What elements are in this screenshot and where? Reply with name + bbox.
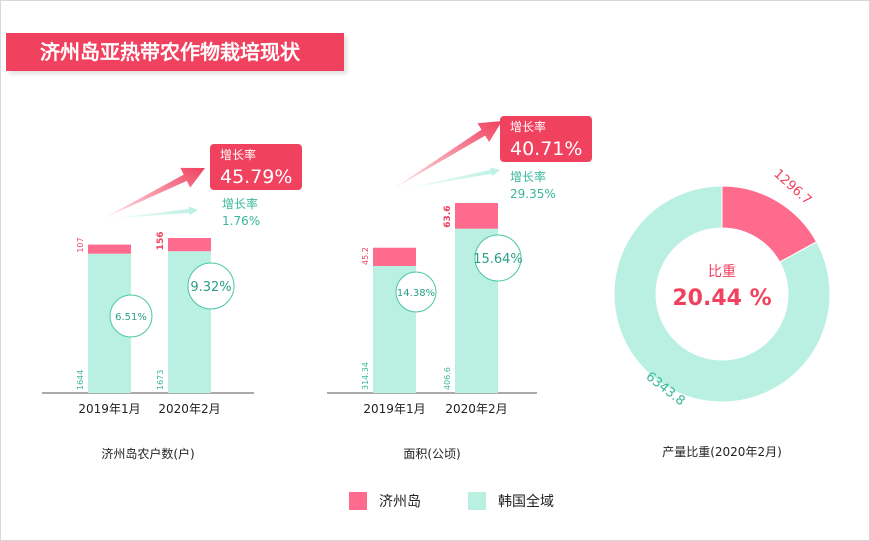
bar-jeju [168, 238, 211, 252]
growth-arrow-korea [398, 167, 500, 190]
bar-label-korea: 314.34 [361, 362, 370, 390]
bar-label-jeju: 156 [156, 231, 166, 250]
growth-box-jeju [210, 144, 302, 190]
category-label: 2020年2月 [445, 402, 507, 416]
growth-title-jeju: 增长率 [510, 119, 546, 134]
growth-title-jeju: 增长率 [220, 147, 256, 162]
share-label: 15.64% [473, 252, 523, 267]
share-circle [187, 262, 235, 310]
donut-center-title: 比重 [708, 264, 736, 280]
bar-jeju [88, 244, 131, 254]
growth-value-jeju: 40.71% [510, 138, 582, 160]
growth-title-korea: 增长率 [510, 169, 546, 184]
growth-arrow-jeju [104, 167, 205, 218]
growth-arrow-korea [106, 206, 198, 219]
growth-box-jeju [500, 116, 592, 162]
share-circle [109, 294, 153, 338]
category-label: 2020年2月 [158, 402, 220, 416]
growth-value-korea: 1.76% [222, 214, 260, 228]
legend-label-korea: 韩国全域 [498, 494, 554, 510]
bar-label-korea: 406.6 [443, 367, 452, 390]
bar-jeju [373, 247, 416, 266]
growth-title-korea: 增长率 [222, 196, 258, 211]
page-title: 济州岛亚热带农作物栽培现状 [6, 33, 344, 71]
bar-label-jeju: 45.2 [361, 247, 370, 265]
share-circle [474, 234, 522, 282]
bar-label-jeju: 63.6 [443, 205, 453, 227]
growth-arrow-jeju [393, 121, 502, 189]
donut-slice-korea [613, 185, 831, 403]
bar-jeju [455, 203, 498, 229]
bar-label-korea: 1673 [156, 370, 165, 390]
legend-swatch-jeju [349, 492, 367, 510]
growth-value-korea: 29.35% [510, 187, 556, 201]
share-label: 14.38% [397, 288, 435, 299]
category-label: 2019年1月 [363, 402, 425, 416]
legend-label-jeju: 济州岛 [379, 494, 421, 510]
legend-swatch-korea [468, 492, 486, 510]
panel-title: 面积(公顷) [403, 447, 460, 461]
share-label: 6.51% [115, 312, 147, 323]
share-label: 9.32% [190, 280, 231, 295]
donut-center-value: 20.44 % [672, 286, 771, 311]
share-circle [395, 271, 437, 313]
category-label: 2019年1月 [78, 402, 140, 416]
legend-item-jeju: 济州岛 [349, 490, 421, 512]
legend-item-korea: 韩国全域 [468, 490, 554, 512]
bar-label-jeju: 107 [76, 237, 85, 252]
bar-label-korea: 1644 [76, 370, 85, 390]
panel-title: 济州岛农户数(户) [101, 446, 194, 461]
panel-title: 产量比重(2020年2月) [662, 445, 782, 459]
growth-value-jeju: 45.79% [220, 166, 292, 188]
